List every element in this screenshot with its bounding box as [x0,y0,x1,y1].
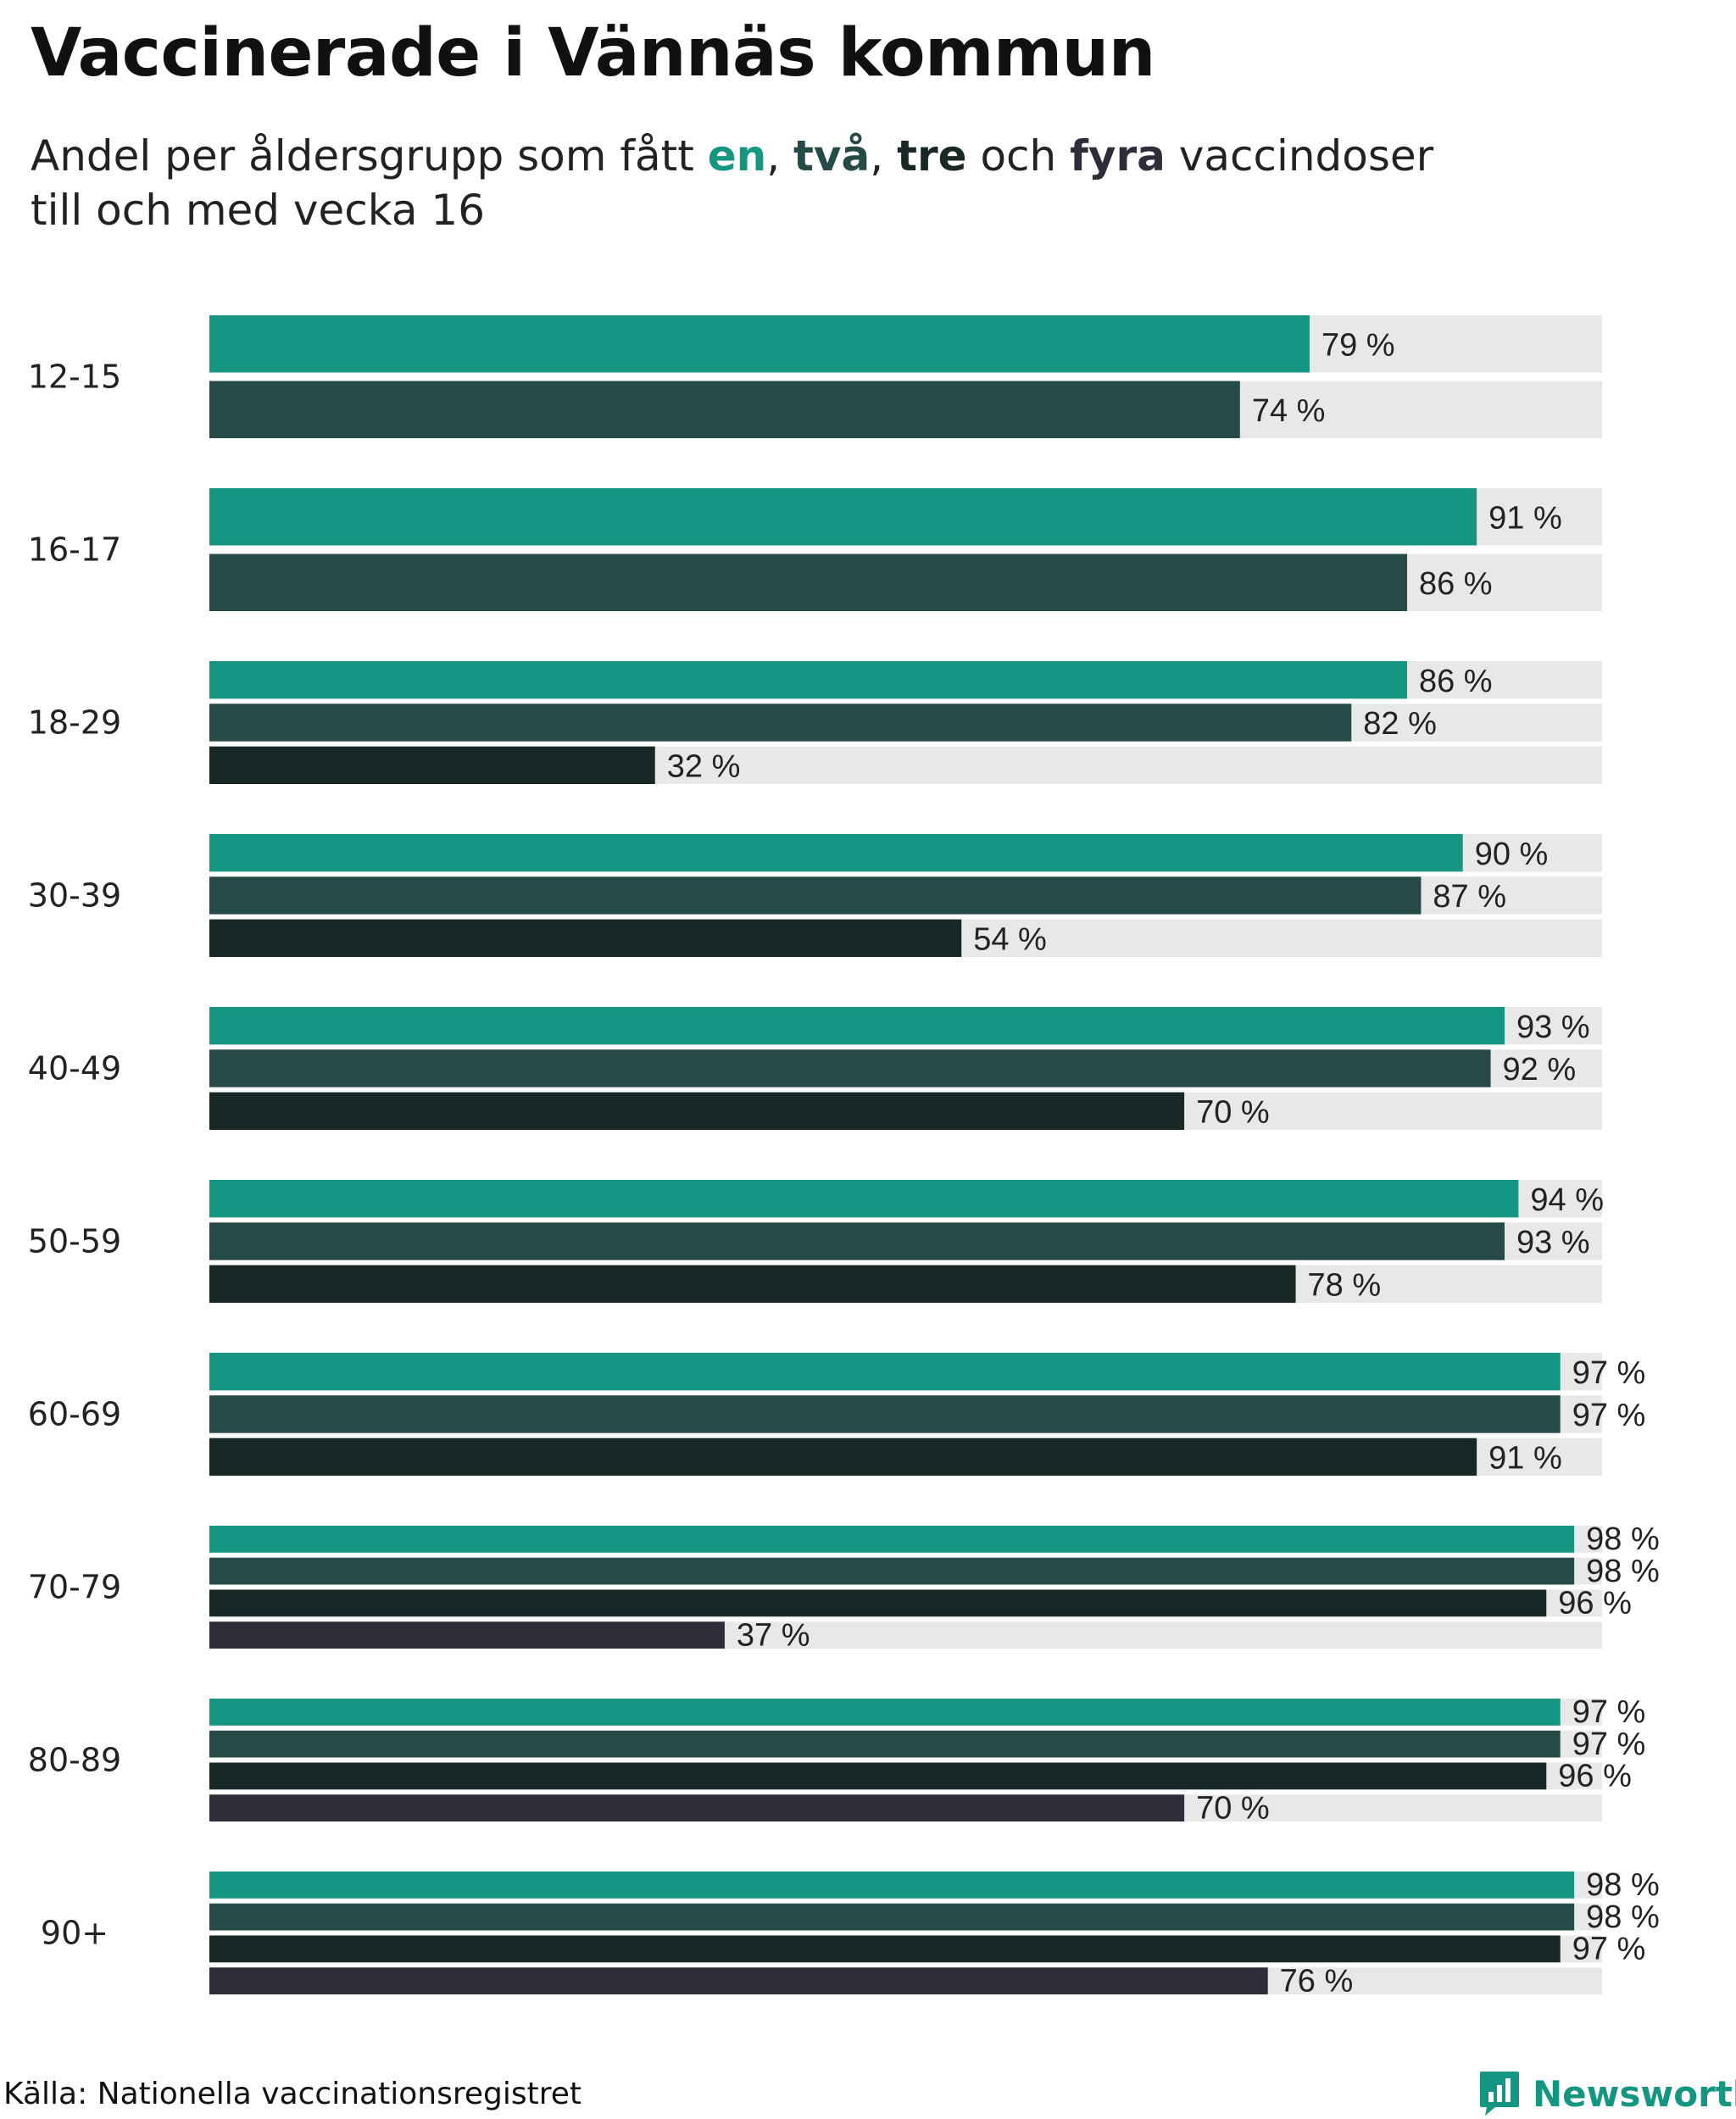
group-label-90+: 90+ [41,1915,108,1952]
bar-value-label: 78 % [1308,1268,1382,1304]
newsworthy-logo-icon [1480,2072,1519,2116]
bar-18-29-dose-3 [209,746,655,784]
bar-value-label: 91 % [1488,500,1562,536]
bar-value-label: 97 % [1572,1398,1646,1433]
subtitle-sep-1: , [766,131,794,181]
bar-50-59-dose-3 [209,1265,1296,1303]
legend-dose-2: två [793,131,871,181]
bar-40-49-dose-3 [209,1092,1185,1130]
group-label-30-39: 30-39 [28,877,121,915]
subtitle-suffix: vaccindoser [1165,131,1434,181]
bar-90+-dose-1 [209,1872,1575,1899]
bar-value-label: 76 % [1280,1963,1354,1999]
bar-80-89-dose-3 [209,1762,1547,1790]
group-label-16-17: 16-17 [28,531,121,569]
bar-value-label: 96 % [1558,1759,1632,1794]
legend-dose-4: fyra [1070,131,1166,181]
group-label-40-49: 40-49 [28,1050,121,1087]
chart-title: Vaccinerade i Vännäs kommun [31,15,1155,92]
bar-16-17-dose-1 [209,488,1477,546]
bar-50-59-dose-2 [209,1222,1505,1260]
bar-value-label: 97 % [1572,1727,1646,1762]
bar-70-79-dose-3 [209,1589,1547,1617]
bar-value-label: 94 % [1530,1182,1604,1218]
subtitle-mid: och [966,131,1071,181]
bar-70-79-dose-2 [209,1557,1575,1585]
bar-value-label: 79 % [1321,327,1395,363]
bar-chart: 12-15 79 % 74 % 16-17 91 % 86 % 18-29 86 % 82 % 3… [28,315,1660,1999]
bar-50-59-dose-1 [209,1180,1519,1218]
subtitle-line-2: till och med vecka 16 [31,186,486,235]
group-label-80-89: 80-89 [28,1742,121,1779]
bar-value-label: 32 % [667,749,741,785]
bar-80-89-dose-2 [209,1730,1561,1758]
bar-value-label: 98 % [1586,1867,1660,1903]
bar-60-69-dose-2 [209,1395,1561,1433]
group-label-18-29: 18-29 [28,704,121,742]
bar-12-15-dose-2 [209,381,1240,438]
bar-value-label: 96 % [1558,1586,1632,1621]
bar-30-39-dose-3 [209,919,962,957]
bar-value-label: 87 % [1433,879,1506,915]
bar-18-29-dose-1 [209,661,1407,699]
chart-subtitle: Andel per åldersgrupp som fått en, två, … [31,129,1556,237]
legend-dose-1: en [707,131,767,181]
bar-value-label: 91 % [1488,1441,1562,1477]
bar-value-label: 90 % [1475,837,1549,872]
legend-dose-3: tre [897,131,967,181]
group-label-12-15: 12-15 [28,359,121,396]
bar-value-label: 82 % [1363,706,1437,742]
bar-value-label: 98 % [1586,1899,1660,1935]
bar-60-69-dose-1 [209,1353,1561,1391]
bar-value-label: 97 % [1572,1932,1646,1967]
bar-value-label: 70 % [1196,1095,1270,1131]
brand-logo: Newsworthy [1478,2070,1736,2117]
bar-12-15-dose-1 [209,315,1310,373]
bar-70-79-dose-1 [209,1526,1575,1553]
bar-value-label: 74 % [1252,393,1326,429]
bar-value-label: 86 % [1419,566,1493,602]
bar-90+-dose-2 [209,1903,1575,1931]
group-label-50-59: 50-59 [28,1223,121,1260]
brand-name: Newsworthy [1533,2072,1736,2115]
bar-value-label: 92 % [1503,1052,1577,1087]
source-note: Källa: Nationella vaccinationsregistret [3,2077,581,2111]
bar-value-label: 86 % [1419,664,1493,699]
subtitle-sep-2: , [870,131,898,181]
bar-value-label: 93 % [1516,1225,1590,1260]
bar-30-39-dose-1 [209,834,1463,872]
bar-value-label: 37 % [737,1617,810,1653]
subtitle-prefix: Andel per åldersgrupp som fått [31,131,708,181]
bar-value-label: 97 % [1572,1694,1646,1730]
bar-18-29-dose-2 [209,704,1352,742]
bar-80-89-dose-1 [209,1699,1561,1726]
bar-90+-dose-4 [209,1967,1268,1994]
bar-value-label: 70 % [1196,1790,1270,1826]
group-label-70-79: 70-79 [28,1569,121,1606]
bar-90+-dose-3 [209,1935,1561,1963]
bar-60-69-dose-3 [209,1438,1477,1476]
bar-30-39-dose-2 [209,876,1422,915]
bar-40-49-dose-2 [209,1049,1491,1087]
bar-16-17-dose-2 [209,553,1407,611]
bar-value-label: 98 % [1586,1521,1660,1557]
bar-value-label: 98 % [1586,1554,1660,1589]
group-label-60-69: 60-69 [28,1396,121,1433]
bar-value-label: 93 % [1516,1009,1590,1045]
bar-value-label: 97 % [1572,1355,1646,1391]
bar-70-79-dose-4 [209,1621,725,1649]
bar-80-89-dose-4 [209,1794,1185,1821]
bar-40-49-dose-1 [209,1007,1505,1045]
bar-value-label: 54 % [973,922,1047,958]
